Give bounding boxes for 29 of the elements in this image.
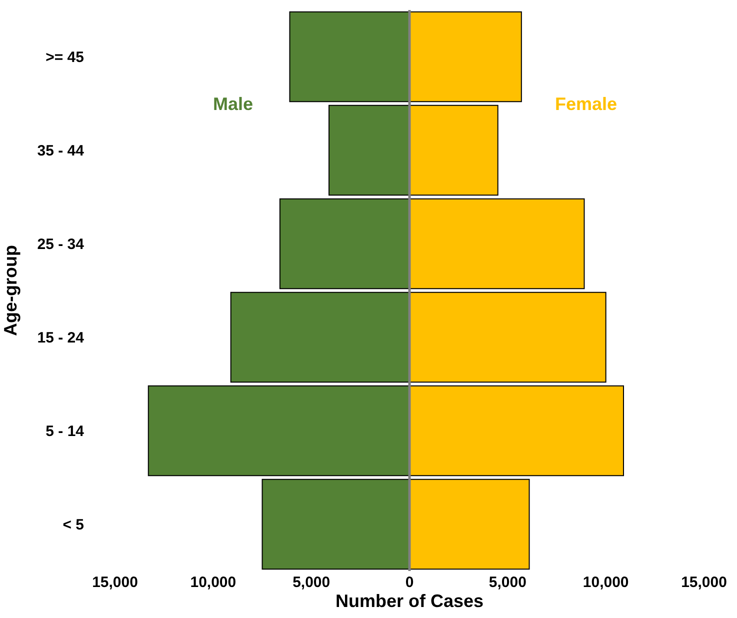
- y-axis-title: Age-group: [0, 245, 20, 336]
- x-tick-label: 10,000: [190, 574, 236, 591]
- bar: [409, 478, 530, 570]
- y-tick-label: 5 - 14: [46, 423, 85, 440]
- y-tick-label: 25 - 34: [37, 236, 85, 253]
- text: Male: [213, 94, 254, 114]
- y-tick-label: >= 45: [46, 49, 84, 66]
- x-tick-label: 5,000: [488, 574, 526, 591]
- y-tick-label: 15 - 24: [37, 330, 85, 346]
- bar: [328, 104, 410, 196]
- x-axis-title: Number of Cases: [335, 591, 484, 612]
- y-tick-label: 35 - 44: [37, 142, 85, 160]
- x-tick-label: 0: [405, 574, 414, 591]
- bar: [230, 292, 410, 383]
- x-tick-label: 15,000: [92, 574, 138, 591]
- bar: [409, 292, 606, 383]
- bar: [409, 104, 498, 196]
- bar: [262, 478, 410, 570]
- bar: [409, 385, 624, 476]
- bar: [148, 385, 410, 476]
- series-label: Female: [555, 94, 618, 114]
- y-tick-label: < 5: [62, 516, 84, 534]
- bar: [279, 198, 410, 290]
- x-tick-label: 10,000: [582, 574, 629, 591]
- x-tick-label: 15,000: [681, 574, 727, 591]
- bar: [289, 11, 410, 102]
- bar: [409, 198, 585, 290]
- bar: [409, 11, 522, 102]
- x-tick-label: 5,000: [292, 574, 330, 591]
